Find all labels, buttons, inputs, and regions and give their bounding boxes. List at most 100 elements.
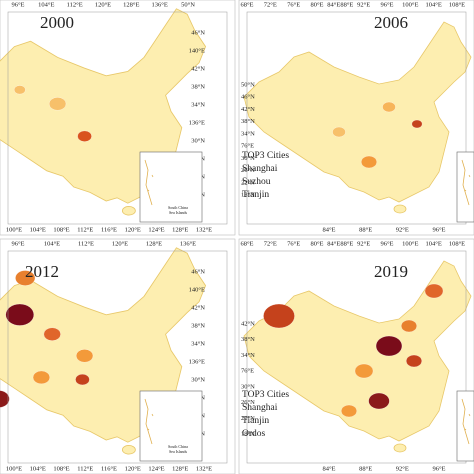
bottom-axis-label: 92°E xyxy=(396,226,409,233)
bottom-axis-label: 84°E xyxy=(322,226,335,233)
china-map xyxy=(243,260,472,453)
side-axis-label: 42°N xyxy=(241,320,255,327)
city-region xyxy=(424,283,444,299)
side-axis-label: 30°N xyxy=(241,383,255,390)
side-axis-label: 46°N xyxy=(241,94,255,101)
bottom-axis-label: 96°E xyxy=(432,465,445,472)
top-axis-label: 84°E88°E xyxy=(327,240,353,247)
top-axis-label: 68°E xyxy=(240,1,253,8)
top3-title: TOP3 Cities xyxy=(242,390,289,400)
city-region xyxy=(332,126,346,138)
bottom-axis-label: 132°E xyxy=(196,226,212,233)
city-region xyxy=(368,392,390,410)
top-axis-label: 76°E xyxy=(287,240,300,247)
side-axis-label: 22°N xyxy=(241,415,255,422)
top-axis-label: 104°E xyxy=(44,240,60,247)
top-axis-label: 100°E xyxy=(402,1,418,8)
china-map xyxy=(243,21,472,214)
city-region xyxy=(406,354,422,368)
map-panel: 96°E 104°E 112°E 120°E 128°E 136°E 100°E 104°E 1… xyxy=(0,238,236,474)
bottom-axis-label: 108°E xyxy=(53,465,69,472)
map-panel: 68°E 72°E 76°E 80°E 84°E88°E 92°E 96°E 100°E 104… xyxy=(238,0,474,236)
top-axis-label: 96°E xyxy=(380,1,393,8)
map-graticule xyxy=(7,250,228,464)
side-axis-label: 42°N xyxy=(241,106,255,113)
side-axis-label: 38°N xyxy=(241,336,255,343)
top-axis-label: 108°E xyxy=(449,1,465,8)
top-axis-label: 76°E xyxy=(287,1,300,8)
top-axis-label: 104°E xyxy=(426,240,442,247)
side-axis-label: 140°E xyxy=(189,286,205,293)
city-region xyxy=(354,363,374,379)
bottom-axis-label: 132°E xyxy=(196,465,212,472)
bottom-axis-label: 100°E xyxy=(6,465,22,472)
map-area xyxy=(0,8,206,216)
inset-islands xyxy=(461,159,471,206)
map-graticule xyxy=(246,250,467,464)
side-axis-label: 18°N xyxy=(241,191,255,198)
side-axis-label: 38°N xyxy=(191,83,205,90)
side-axis-label: 34°N xyxy=(191,340,205,347)
top-axis-label: 108°E xyxy=(449,240,465,247)
year-label: 2006 xyxy=(374,13,408,32)
bottom-axis-label: 124°E xyxy=(148,226,164,233)
bottom-axis-label: 100°E xyxy=(6,226,22,233)
city-region xyxy=(375,335,403,357)
city-region xyxy=(15,270,36,286)
inset-label: Sea Islands xyxy=(169,210,188,215)
bottom-axis-label: 120°E xyxy=(125,226,141,233)
side-axis-label: 22°N xyxy=(241,179,255,186)
side-axis-label: 42°N xyxy=(191,304,205,311)
city-region xyxy=(5,303,35,326)
top3-title: TOP3 Cities xyxy=(242,151,289,161)
city-region xyxy=(77,130,92,142)
side-axis-label: 34°N xyxy=(241,352,255,359)
top3-city: Shanghai xyxy=(242,164,278,174)
top-axis-label: 112°E xyxy=(67,1,83,8)
map-panel: 96°E 104°E 112°E 120°E 128°E 136°E 50°N 100°E 10… xyxy=(0,0,236,236)
bottom-axis-label: 128°E xyxy=(172,465,188,472)
city-region xyxy=(14,85,26,95)
inset-islands xyxy=(144,159,154,206)
side-axis-label: 76°E xyxy=(241,143,254,150)
top-axis-label: 104°E xyxy=(38,1,54,8)
bottom-axis-label: 104°E xyxy=(30,465,46,472)
map-area xyxy=(243,260,472,453)
bottom-axis-label: 120°E xyxy=(125,465,141,472)
inset-label: South China xyxy=(168,205,188,210)
side-axis-label: 136°E xyxy=(189,358,205,365)
side-axis-label: 38°N xyxy=(241,118,255,125)
year-label: 2012 xyxy=(25,262,59,281)
bottom-axis-label: 116°E xyxy=(101,226,117,233)
top-axis-label: 72°E xyxy=(264,240,277,247)
top-axis-label: 136°E xyxy=(152,1,168,8)
city-region xyxy=(411,119,423,129)
city-region xyxy=(361,155,377,169)
side-axis-label: 26°N xyxy=(241,399,255,406)
bottom-axis-label: 112°E xyxy=(77,465,93,472)
side-axis-label: 26°N xyxy=(241,167,255,174)
city-region xyxy=(49,97,67,111)
inset-box xyxy=(139,151,203,223)
inset-islands xyxy=(461,398,471,445)
bottom-axis-label: 116°E xyxy=(101,465,117,472)
top3-city: Shanghai xyxy=(242,403,278,413)
inset-box xyxy=(139,390,203,462)
top-axis-label: 104°E xyxy=(426,1,442,8)
bottom-axis-label: 108°E xyxy=(53,226,69,233)
inset-islands xyxy=(144,398,154,445)
top-axis-label: 80°E xyxy=(310,1,323,8)
year-label: 2000 xyxy=(40,13,74,32)
top-axis-label: 100°E xyxy=(402,240,418,247)
top-axis-label: 136°E xyxy=(180,240,196,247)
city-region xyxy=(263,303,295,329)
bottom-axis-label: 128°E xyxy=(172,226,188,233)
top-axis-label: 50°N xyxy=(181,1,195,8)
bottom-axis-label: 88°E xyxy=(359,226,372,233)
top3-city: Ordos xyxy=(242,429,266,439)
top-axis-label: 96°E xyxy=(11,1,24,8)
bottom-axis-label: 84°E xyxy=(322,465,335,472)
top-axis-label: 84°E88°E xyxy=(327,1,353,8)
top-axis-label: 92°E xyxy=(357,1,370,8)
inset-box xyxy=(456,151,474,223)
